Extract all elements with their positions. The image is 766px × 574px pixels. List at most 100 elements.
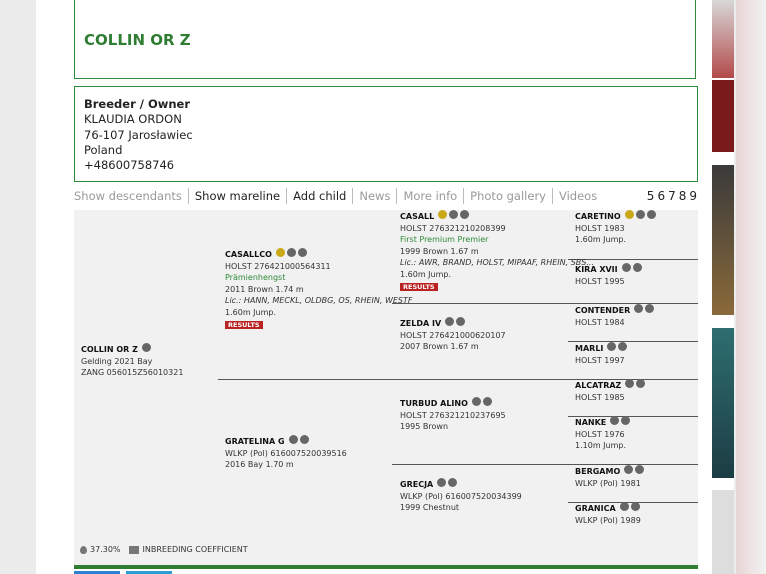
nav-link[interactable]: Show descendants <box>74 189 182 203</box>
icon[interactable] <box>624 465 634 474</box>
icon[interactable] <box>141 343 151 352</box>
horse-link[interactable]: CASALL <box>400 211 435 221</box>
icon[interactable] <box>621 263 631 272</box>
icon[interactable] <box>445 317 455 326</box>
horse-link[interactable]: ALCATRAZ <box>575 380 622 390</box>
nav-link[interactable]: Videos <box>551 188 603 204</box>
horse-link[interactable]: ZELDA IV <box>400 318 442 328</box>
horse-link[interactable]: NANKE <box>575 417 607 427</box>
horse-registration: WLKP (Pol) 1989 <box>575 515 641 525</box>
icon[interactable] <box>286 248 296 257</box>
icon[interactable] <box>299 435 309 444</box>
icon[interactable] <box>645 304 655 313</box>
share-button[interactable] <box>126 571 172 574</box>
icon[interactable] <box>635 465 645 474</box>
icon[interactable] <box>456 317 466 326</box>
icon[interactable] <box>632 263 642 272</box>
horse-link[interactable]: CONTENDER <box>575 305 631 315</box>
icons <box>606 416 631 429</box>
icon[interactable] <box>630 502 640 511</box>
horse-link[interactable]: GRECJA <box>400 479 434 489</box>
horse-link[interactable]: MARLI <box>575 343 604 353</box>
results-badge[interactable]: RESULTS <box>400 282 438 291</box>
icon[interactable] <box>618 342 628 351</box>
horse-node: NANKE HOLST 1976 1.10m Jump. <box>575 416 631 452</box>
icon[interactable] <box>624 210 634 219</box>
icon[interactable] <box>482 397 492 406</box>
icon[interactable] <box>275 248 285 257</box>
results-badge[interactable]: RESULTS <box>225 320 263 329</box>
horse-name: CASALL <box>400 210 594 223</box>
horse-link[interactable]: BERGAMO <box>575 466 621 476</box>
horse-link[interactable]: TURBUD ALINO <box>400 398 468 408</box>
ad-banner[interactable] <box>712 80 734 152</box>
ad-banner[interactable] <box>712 328 734 478</box>
page-link[interactable]: 8 <box>678 189 688 203</box>
icon[interactable] <box>437 478 447 487</box>
share-button[interactable] <box>74 571 120 574</box>
horse-name: CONTENDER <box>575 304 655 317</box>
page-link[interactable]: 6 <box>657 189 667 203</box>
badge-row: RESULTS <box>400 281 594 293</box>
icon[interactable] <box>438 210 448 219</box>
horse-link[interactable]: GRANICA <box>575 503 616 513</box>
icons <box>620 465 645 478</box>
horse-registration: WLKP (Pol) 616007520039516 <box>225 448 347 458</box>
icons <box>468 397 492 410</box>
drop-icon <box>80 545 87 554</box>
ad-banner[interactable] <box>712 490 734 574</box>
ad-banner[interactable] <box>712 165 734 315</box>
horse-link[interactable]: CARETINO <box>575 211 621 221</box>
icon[interactable] <box>625 379 635 388</box>
icons <box>603 342 628 355</box>
page-link[interactable]: 7 <box>668 189 677 203</box>
horse-name: ALCATRAZ <box>575 379 646 392</box>
breeder-box: Breeder / Owner KLAUDIA ORDON 76-107 Jaro… <box>74 86 698 182</box>
icon[interactable] <box>621 416 631 425</box>
icon[interactable] <box>449 210 459 219</box>
horse-details: 2016 Bay 1.70 m <box>225 460 294 470</box>
horse-link[interactable]: CASALLCO <box>225 249 272 259</box>
icon[interactable] <box>619 502 629 511</box>
horse-name: KIRA XVII <box>575 263 642 276</box>
icons <box>138 343 151 356</box>
icon[interactable] <box>471 397 481 406</box>
separator <box>392 303 698 304</box>
nav-link[interactable]: More info <box>396 188 463 204</box>
horse-name: CARETINO <box>575 210 656 223</box>
horse-title: First Premium Premier <box>400 235 489 245</box>
icon[interactable] <box>448 478 458 487</box>
icon[interactable] <box>297 248 307 257</box>
nav-link[interactable]: Add child <box>286 188 352 204</box>
badge-row: RESULTS <box>225 319 412 331</box>
horse-node: CASALLCO HOLST 276421000564311 Prämienheng… <box>225 248 412 330</box>
pedigree: COLLIN OR Z Gelding 2021 Bay ZANG 056015Z5… <box>74 210 698 565</box>
icons <box>616 502 640 515</box>
ad-banner[interactable] <box>712 0 734 78</box>
icon[interactable] <box>636 379 646 388</box>
icon[interactable] <box>460 210 470 219</box>
horse-link[interactable]: GRATELINA G <box>225 436 285 446</box>
horse-jump: 1.60m Jump. <box>575 235 626 245</box>
icon[interactable] <box>635 210 645 219</box>
icon[interactable] <box>646 210 656 219</box>
horse-details: 1995 Brown <box>400 422 449 432</box>
nav-link[interactable]: News <box>352 188 396 204</box>
horse-link[interactable]: COLLIN OR Z <box>81 344 138 354</box>
icon[interactable] <box>634 304 644 313</box>
horse-registration: WLKP (Pol) 1981 <box>575 478 641 488</box>
horse-details: 1999 Chestnut <box>400 503 460 513</box>
nav-link[interactable]: Photo gallery <box>463 188 552 204</box>
nav-bar: Show descendants Show mareline Add child Ne… <box>74 188 603 204</box>
icon[interactable] <box>607 342 617 351</box>
nav-link[interactable]: Show mareline <box>187 188 286 204</box>
page-link[interactable]: 5 <box>646 189 656 203</box>
horse-link[interactable]: KIRA XVII <box>575 264 618 274</box>
page-link[interactable]: 9 <box>689 189 698 203</box>
icon[interactable] <box>288 435 298 444</box>
horse-registration: WLKP (Pol) 616007520034399 <box>400 491 522 501</box>
breeder-lines: KLAUDIA ORDON 76-107 Jarosławiec Poland +48… <box>84 112 697 173</box>
icon[interactable] <box>610 416 620 425</box>
